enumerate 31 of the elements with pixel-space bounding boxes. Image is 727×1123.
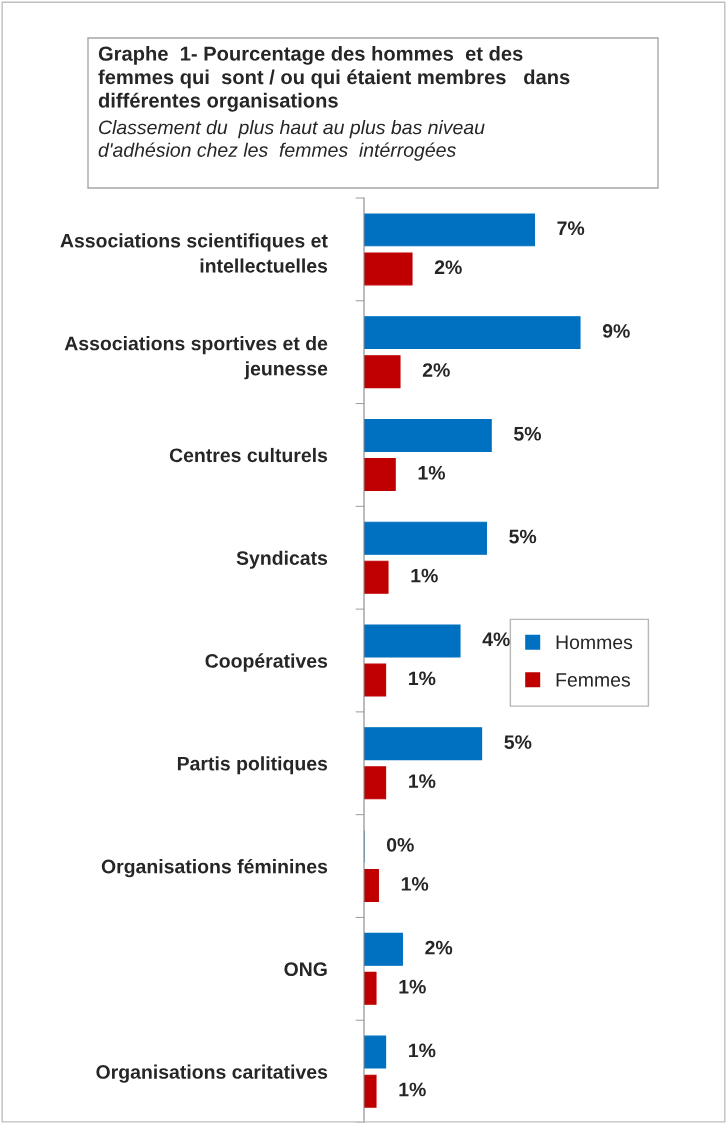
data-label: 5% xyxy=(509,529,537,544)
data-label: 4% xyxy=(482,632,510,647)
data-label: 1% xyxy=(409,671,436,686)
data-label: 1% xyxy=(418,465,446,480)
data-label: 0% xyxy=(386,837,414,852)
data-label: 9% xyxy=(602,324,630,338)
y-tick-label: ONG xyxy=(284,962,327,977)
data-label: 1% xyxy=(399,979,426,994)
chart-subtitle: Classement du plus haut au plus bas niveau d'adhésion chez les femmes intérrogées xyxy=(98,120,485,161)
y-tick-label: Organisations féminines xyxy=(101,858,328,878)
y-tick-label: Associations sportives et de jeunesse xyxy=(64,336,328,380)
data-label: 1% xyxy=(409,1043,436,1058)
data-label: 1% xyxy=(399,1082,426,1097)
y-tick-label: Centres culturels xyxy=(169,447,328,463)
data-label: 5% xyxy=(504,735,532,749)
y-tick-label: Partis politiques xyxy=(177,756,328,775)
y-tick-label: Organisations caritatives xyxy=(96,1064,328,1083)
data-label: 2% xyxy=(422,363,450,377)
chart-title: Graphe 1- Pourcentage des hommes et des femmes qui sont / ou qui étaient membres dans différentes organisations xyxy=(98,46,570,112)
data-label: 1% xyxy=(409,774,436,788)
data-label: 2% xyxy=(434,260,462,275)
data-label: 1% xyxy=(411,568,438,583)
legend-label: Hommes xyxy=(556,635,633,650)
legend-label: Femmes xyxy=(556,673,630,687)
y-tick-label: Associations scientifiques et intellectuelles xyxy=(60,233,328,273)
y-tick-label: Syndicats xyxy=(236,550,328,569)
data-label: 5% xyxy=(514,426,542,441)
data-label: 1% xyxy=(401,877,429,891)
data-label: 7% xyxy=(557,221,585,236)
data-label: 2% xyxy=(425,940,453,955)
y-tick-label: Coopératives xyxy=(205,653,328,672)
